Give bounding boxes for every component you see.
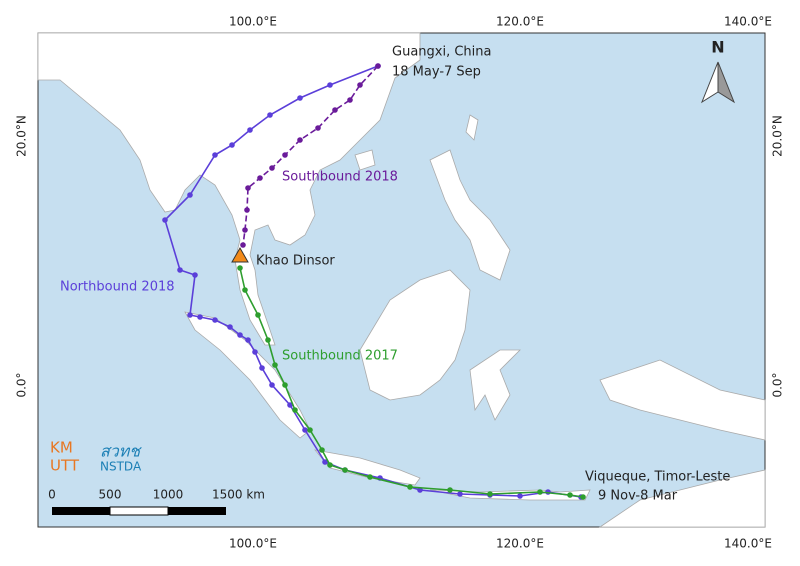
lat-label: 20.0°N	[15, 115, 29, 157]
route-point	[240, 242, 246, 248]
route-point	[212, 317, 218, 323]
lat-label: 20.0°N	[771, 115, 785, 157]
lat-label: 0.0°	[15, 372, 29, 397]
route-point	[322, 459, 328, 465]
route-point	[447, 487, 453, 493]
location-dates: 9 Nov-8 Mar	[598, 489, 678, 504]
route-point	[342, 467, 348, 473]
route-point	[272, 362, 278, 368]
route-point	[269, 165, 275, 171]
route-label: Northbound 2018	[60, 280, 175, 295]
logos: KM UTT สวทช NSTDA	[50, 439, 142, 475]
route-point	[187, 312, 193, 318]
route-point	[287, 402, 293, 408]
route-point	[357, 82, 363, 88]
route-point	[227, 324, 233, 330]
route-point	[332, 107, 338, 113]
route-point	[292, 407, 298, 413]
lon-label: 120.0°E	[496, 537, 544, 551]
route-point	[537, 489, 543, 495]
scale-label: 1000	[153, 488, 184, 502]
route-point	[327, 82, 333, 88]
route-point	[192, 272, 198, 278]
route-point	[315, 125, 321, 131]
route-point	[267, 112, 273, 118]
location-name: Viqueque, Timor-Leste	[585, 470, 730, 485]
logo-text: สวทช	[100, 442, 142, 461]
route-point	[367, 474, 373, 480]
route-point	[297, 137, 303, 143]
logo-text: UTT	[50, 457, 80, 475]
lon-label: 140.0°E	[724, 15, 772, 29]
route-point	[237, 332, 243, 338]
route-point	[212, 152, 218, 158]
route-label: Southbound 2017	[282, 349, 398, 364]
route-point	[162, 217, 168, 223]
north-label: N	[711, 38, 724, 57]
route-point	[517, 493, 523, 499]
route-point	[255, 312, 261, 318]
scale-label: 0	[48, 488, 56, 502]
lon-label: 100.0°E	[229, 15, 277, 29]
route-point	[580, 494, 586, 500]
route-point	[347, 97, 353, 103]
route-point	[282, 382, 288, 388]
location-name: Guangxi, China	[392, 45, 491, 60]
lon-label: 120.0°E	[496, 15, 544, 29]
scale-label: 1500 km	[212, 488, 265, 502]
route-point	[269, 382, 275, 388]
route-point	[265, 337, 271, 343]
route-line	[239, 267, 584, 498]
route-point	[257, 175, 263, 181]
route-point	[259, 365, 265, 371]
north-arrow: N	[700, 38, 736, 104]
route-point	[407, 484, 413, 490]
location-name: Khao Dinsor	[256, 254, 335, 269]
route-point	[245, 185, 251, 191]
route-point	[307, 427, 313, 433]
lon-label: 100.0°E	[229, 537, 277, 551]
scale-label: 500	[99, 488, 122, 502]
route-point	[327, 462, 333, 468]
route-point	[457, 491, 463, 497]
lon-label: 140.0°E	[724, 537, 772, 551]
logo-text: NSTDA	[100, 460, 142, 474]
site-marker	[231, 246, 249, 263]
route-point	[237, 265, 243, 271]
lat-label: 0.0°	[771, 372, 785, 397]
route-point	[297, 95, 303, 101]
route-point	[244, 207, 250, 213]
route-point	[567, 492, 573, 498]
route-point	[247, 127, 253, 133]
route-point	[197, 314, 203, 320]
route-point	[282, 152, 288, 158]
route-point	[187, 192, 193, 198]
route-point	[242, 287, 248, 293]
route-point	[302, 427, 308, 433]
route-point	[242, 227, 248, 233]
scale-bar: 0 500 1000 1500 km	[48, 488, 265, 516]
route-point	[177, 267, 183, 273]
land	[37, 32, 766, 528]
route-point	[487, 491, 493, 497]
route-point	[229, 142, 235, 148]
route-point	[252, 349, 258, 355]
route-point	[245, 337, 251, 343]
route-point	[375, 63, 381, 69]
route-point	[319, 447, 325, 453]
logo-text: KM	[50, 439, 73, 457]
route-label: Southbound 2018	[282, 170, 398, 185]
location-dates: 18 May-7 Sep	[392, 65, 481, 80]
